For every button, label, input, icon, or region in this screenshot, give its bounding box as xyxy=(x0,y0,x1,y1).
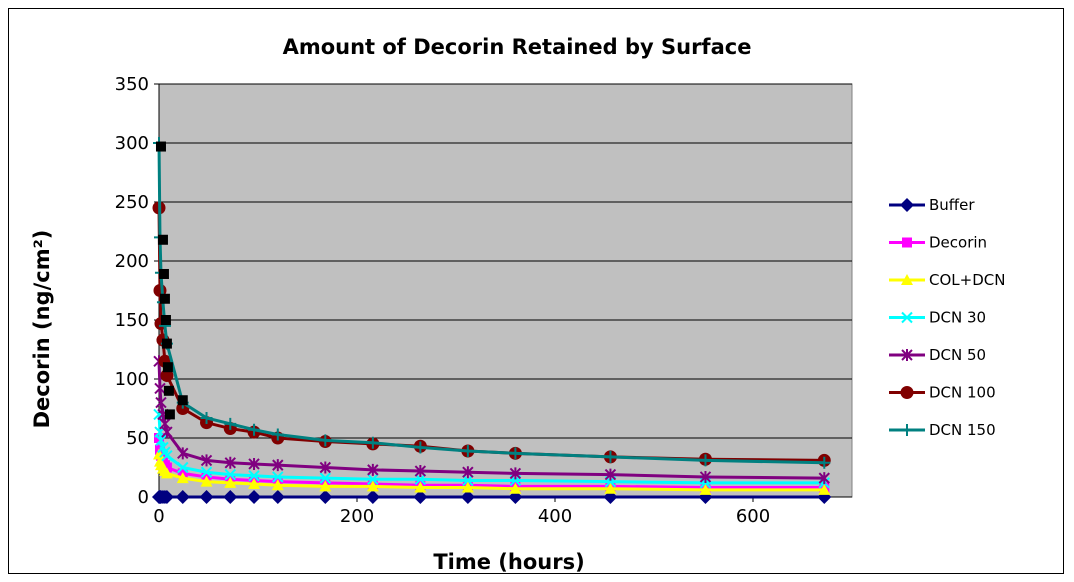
plot-area: 0 50 100 150 200 250 300 350 0 200 400 600 xyxy=(115,74,852,527)
x-axis-title: Time (hours) xyxy=(433,550,584,574)
legend-label-dcn-50: DCN 50 xyxy=(929,346,986,364)
legend-label-col-dcn: COL+DCN xyxy=(929,271,1005,289)
data-point-extra xyxy=(159,269,169,279)
legend-label-dcn-30: DCN 30 xyxy=(929,309,986,327)
y-tick-label: 300 xyxy=(115,133,149,154)
data-point-extra xyxy=(162,339,172,349)
data-point-extra xyxy=(164,386,174,396)
data-point-extra xyxy=(178,395,188,405)
data-point-extra xyxy=(165,409,175,419)
y-tick-label: 350 xyxy=(115,74,149,95)
y-tick-label: 250 xyxy=(115,192,149,213)
legend-label-decorin: Decorin xyxy=(929,234,987,252)
data-point-extra xyxy=(163,362,173,372)
legend-marker-buffer xyxy=(900,198,914,212)
data-point-extra xyxy=(161,315,171,325)
x-tick-label: 400 xyxy=(538,506,572,527)
y-tick-label: 50 xyxy=(126,428,149,449)
legend: Buffer Decorin COL+DCN DCN 30 DCN 50 DCN 100 D… xyxy=(889,196,1005,439)
line-chart: Amount of Decorin Retained by Surface Ti… xyxy=(9,9,1065,575)
x-tick-label: 200 xyxy=(340,506,374,527)
x-tick-label: 600 xyxy=(736,506,770,527)
legend-marker-decorin xyxy=(902,238,912,248)
y-tick-label: 200 xyxy=(115,251,149,272)
legend-label-dcn-150: DCN 150 xyxy=(929,421,996,439)
chart-title: Amount of Decorin Retained by Surface xyxy=(283,35,752,59)
chart-frame: Amount of Decorin Retained by Surface Ti… xyxy=(8,8,1064,574)
legend-marker-dcn-150 xyxy=(901,424,913,436)
data-point-extra xyxy=(158,235,168,245)
legend-label-buffer: Buffer xyxy=(929,196,975,214)
data-point-extra xyxy=(160,294,170,304)
y-tick-label: 100 xyxy=(115,369,149,390)
x-tick-label: 0 xyxy=(153,506,164,527)
legend-marker-dcn-100 xyxy=(901,386,914,399)
y-tick-label: 0 xyxy=(138,487,149,508)
data-point-extra xyxy=(156,142,166,152)
y-tick-label: 150 xyxy=(115,310,149,331)
legend-label-dcn-100: DCN 100 xyxy=(929,384,996,402)
y-axis-title: Decorin (ng/cm²) xyxy=(30,230,54,429)
